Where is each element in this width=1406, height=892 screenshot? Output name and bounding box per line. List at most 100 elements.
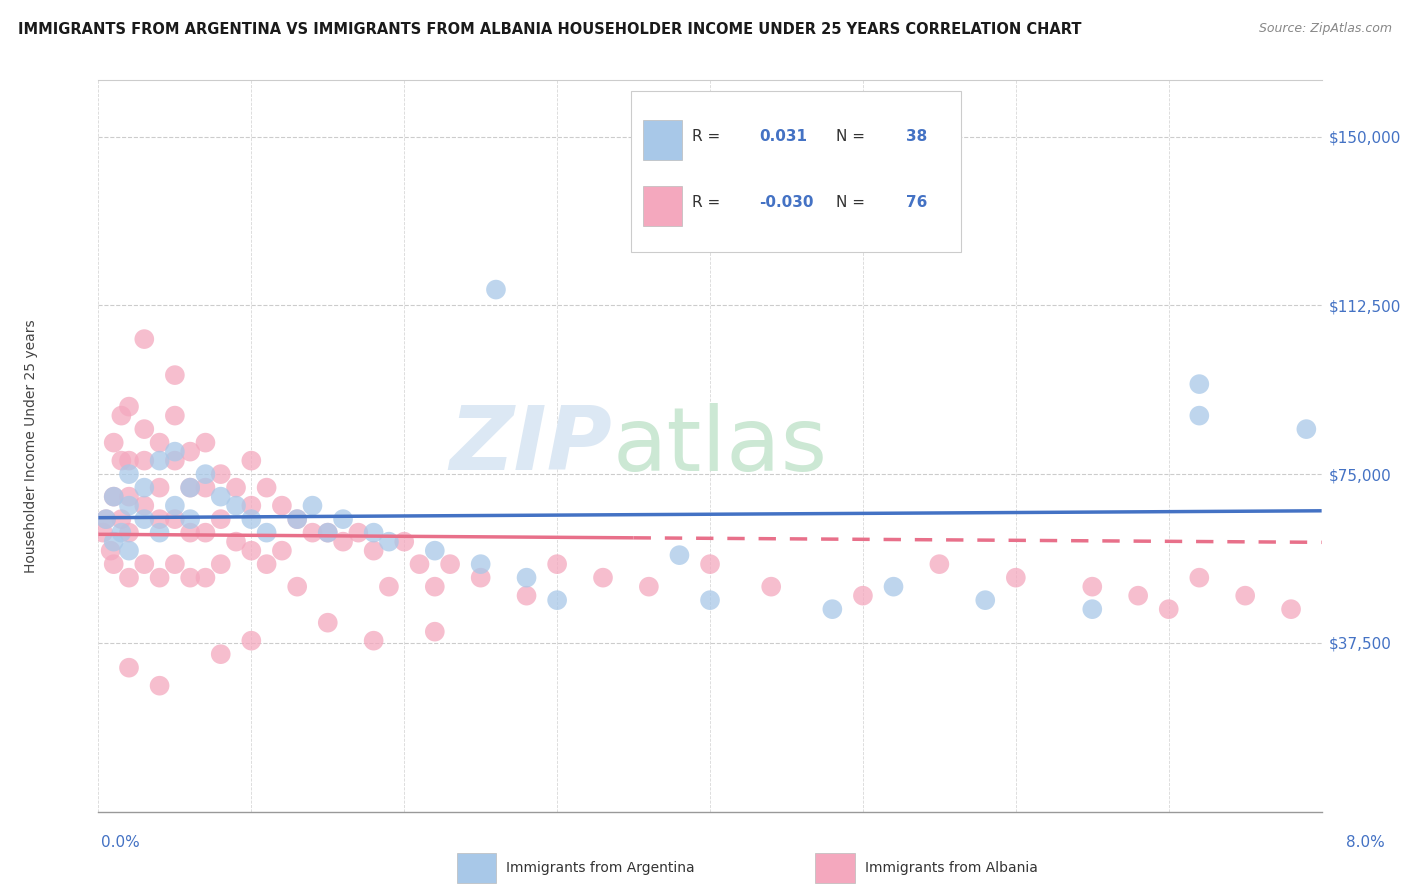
Point <box>240 543 263 558</box>
Point <box>852 589 875 603</box>
Point <box>94 512 117 526</box>
Point <box>883 580 905 594</box>
Point <box>1234 589 1257 603</box>
Point <box>256 525 278 540</box>
Text: R =: R = <box>692 195 725 210</box>
Point <box>163 512 186 526</box>
Point <box>378 580 401 594</box>
Point <box>118 467 141 482</box>
Point <box>134 422 156 436</box>
Point <box>974 593 997 607</box>
Point <box>225 534 247 549</box>
Point <box>225 499 247 513</box>
Point <box>1295 422 1317 436</box>
Point <box>316 525 339 540</box>
Point <box>1128 589 1150 603</box>
Point <box>149 435 172 450</box>
Point <box>240 453 263 467</box>
Point <box>316 525 339 540</box>
Point <box>103 435 125 450</box>
Point <box>134 332 156 346</box>
Point <box>1188 409 1211 423</box>
Point <box>118 490 141 504</box>
Point <box>118 543 141 558</box>
Point <box>316 615 339 630</box>
Point <box>516 571 538 585</box>
Point <box>103 534 125 549</box>
Point <box>103 490 125 504</box>
Point <box>301 525 323 540</box>
Point <box>163 453 186 467</box>
Text: ZIP: ZIP <box>450 402 612 490</box>
FancyBboxPatch shape <box>643 120 682 160</box>
Point <box>1188 571 1211 585</box>
Point <box>118 499 141 513</box>
Point <box>270 499 294 513</box>
Point <box>408 557 430 571</box>
Point <box>179 571 201 585</box>
Point <box>179 481 201 495</box>
Point <box>332 512 354 526</box>
Point <box>110 512 132 526</box>
Text: Immigrants from Albania: Immigrants from Albania <box>865 861 1038 875</box>
Text: N =: N = <box>837 195 870 210</box>
Point <box>928 557 950 571</box>
Point <box>759 580 782 594</box>
Point <box>94 512 117 526</box>
Point <box>1188 377 1211 392</box>
Point <box>179 512 201 526</box>
Point <box>285 512 308 526</box>
Point <box>363 543 385 558</box>
Text: N =: N = <box>837 129 870 144</box>
FancyBboxPatch shape <box>643 186 682 226</box>
Point <box>149 481 172 495</box>
Text: IMMIGRANTS FROM ARGENTINA VS IMMIGRANTS FROM ALBANIA HOUSEHOLDER INCOME UNDER 25: IMMIGRANTS FROM ARGENTINA VS IMMIGRANTS … <box>18 22 1081 37</box>
Point <box>392 534 416 549</box>
Point <box>149 679 172 693</box>
Point <box>423 624 446 639</box>
Point <box>179 481 201 495</box>
Point <box>1081 602 1104 616</box>
Point <box>546 593 568 607</box>
Point <box>516 589 538 603</box>
Point <box>209 467 232 482</box>
Point <box>110 409 132 423</box>
Point <box>118 525 141 540</box>
Point <box>301 499 323 513</box>
Point <box>134 557 156 571</box>
Point <box>149 453 172 467</box>
Text: 0.0%: 0.0% <box>101 836 141 850</box>
Text: 0.031: 0.031 <box>759 129 807 144</box>
Point <box>256 557 278 571</box>
Point <box>91 525 114 540</box>
Point <box>485 283 508 297</box>
Point <box>134 499 156 513</box>
Point <box>179 444 201 458</box>
Point <box>163 409 186 423</box>
FancyBboxPatch shape <box>630 91 960 252</box>
Point <box>103 490 125 504</box>
Point <box>209 490 232 504</box>
Point <box>592 571 614 585</box>
Point <box>100 543 122 558</box>
Point <box>110 453 132 467</box>
Point <box>363 633 385 648</box>
Text: 38: 38 <box>905 129 927 144</box>
Point <box>225 481 247 495</box>
Point <box>285 512 308 526</box>
Point <box>821 602 844 616</box>
Point <box>149 571 172 585</box>
Point <box>439 557 461 571</box>
Text: atlas: atlas <box>612 402 827 490</box>
Point <box>163 444 186 458</box>
Point <box>668 548 690 562</box>
Point <box>163 499 186 513</box>
Point <box>179 525 201 540</box>
Point <box>363 525 385 540</box>
Point <box>240 512 263 526</box>
Point <box>163 368 186 383</box>
Point <box>149 525 172 540</box>
Point <box>110 525 132 540</box>
Point <box>470 571 492 585</box>
Point <box>194 525 217 540</box>
